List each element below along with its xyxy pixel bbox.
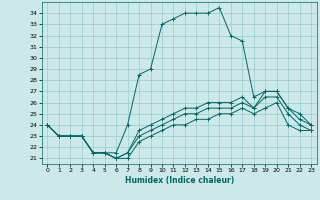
X-axis label: Humidex (Indice chaleur): Humidex (Indice chaleur) <box>124 176 234 185</box>
